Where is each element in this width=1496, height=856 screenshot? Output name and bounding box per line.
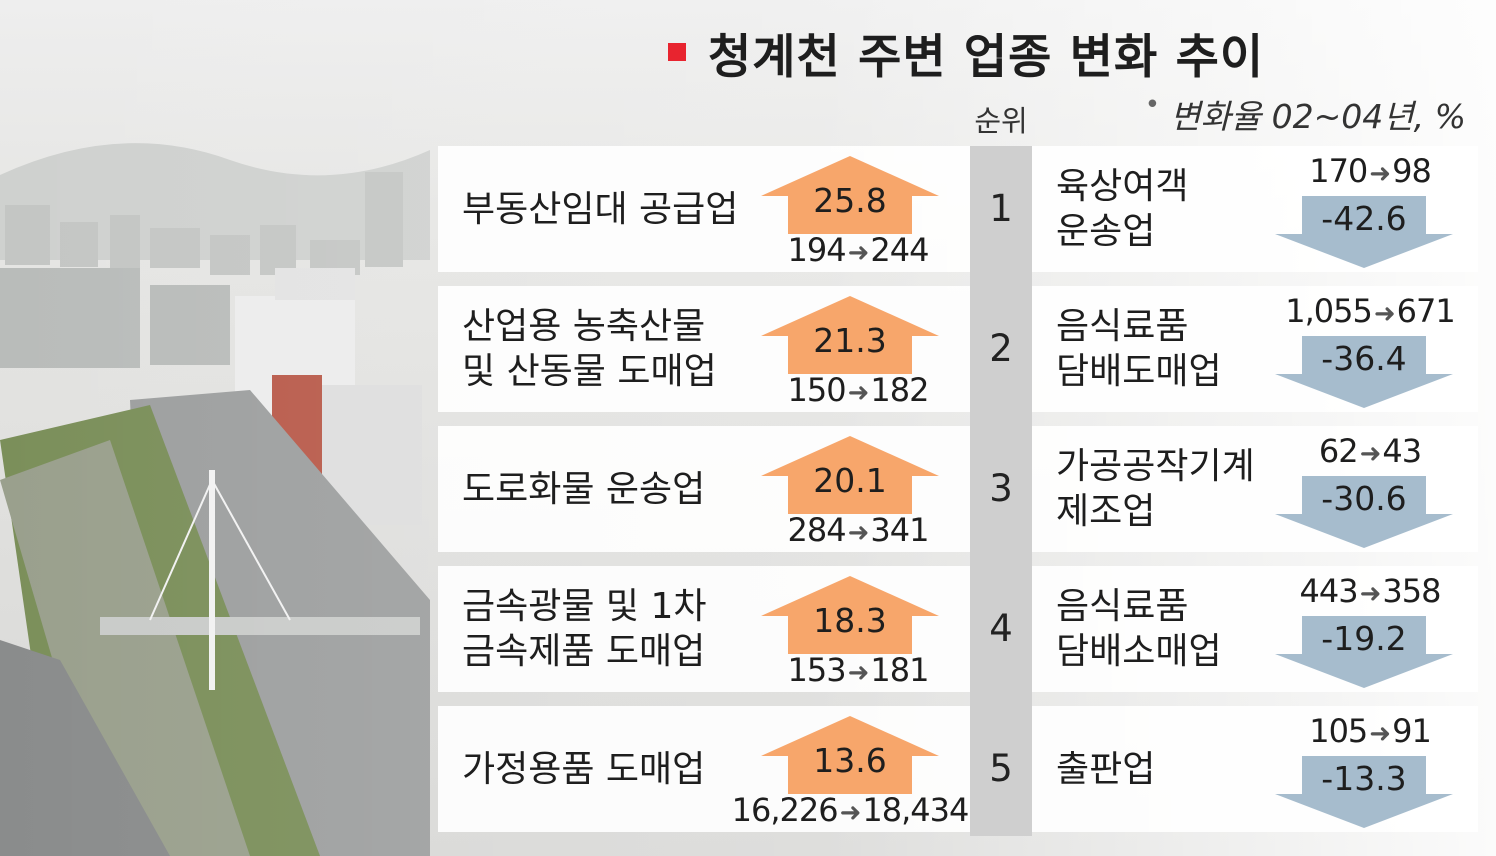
right-arrow-icon: ➜ — [1369, 719, 1391, 749]
increase-arrow-icon — [761, 436, 939, 514]
increase-after-value: 244 — [870, 231, 929, 269]
decrease-after-value: 358 — [1382, 572, 1441, 610]
right-arrow-icon: ➜ — [1373, 299, 1396, 329]
chart-subtitle: • 변화율 02~04년, % — [1145, 90, 1466, 138]
right-arrow-icon: ➜ — [847, 238, 870, 268]
increase-industry-label: 가정용품 도매업 — [462, 748, 706, 790]
decrease-before-value: 443 — [1299, 572, 1359, 610]
right-arrow-icon: ➜ — [847, 658, 870, 688]
decrease-before-value: 170 — [1309, 152, 1368, 190]
decrease-arrow-icon — [1275, 616, 1453, 688]
decrease-industry-label: 담배소매업 — [1056, 631, 1222, 672]
rank-number: 5 — [989, 747, 1013, 790]
increase-before-value: 16,226 — [731, 791, 839, 829]
decrease-change-value: -36.4 — [1321, 339, 1406, 378]
increase-before-value: 284 — [787, 511, 847, 549]
rank-number: 2 — [989, 327, 1013, 370]
right-arrow-icon: ➜ — [847, 378, 870, 408]
right-arrow-icon: ➜ — [1369, 159, 1391, 189]
increase-flow-2: 150➜182 — [738, 371, 978, 409]
right-arrow-icon: ➜ — [839, 798, 862, 828]
increase-industry-label: 부동산임대 공급업 — [462, 188, 739, 230]
increase-after-value: 18,434 — [862, 791, 969, 829]
decrease-after-value: 98 — [1392, 152, 1432, 190]
decrease-industry-label: 육상여객 — [1056, 166, 1189, 207]
decrease-change-value: -13.3 — [1321, 759, 1406, 798]
decrease-industry-label: 제조업 — [1056, 491, 1156, 532]
decrease-industry-label: 담배도매업 — [1056, 351, 1222, 392]
rank-column — [970, 146, 1032, 836]
decrease-arrow-icon — [1275, 336, 1453, 408]
decrease-flow-4: 443➜358 — [1250, 572, 1490, 610]
decrease-arrow-icon — [1275, 756, 1453, 828]
decrease-flow-2: 1,055➜671 — [1250, 292, 1490, 330]
increase-after-value: 182 — [870, 371, 929, 409]
increase-flow-4: 153➜181 — [738, 651, 978, 689]
rank-header: 순위 — [974, 104, 1028, 138]
increase-change-value: 13.6 — [813, 741, 886, 780]
right-arrow-icon: ➜ — [1359, 579, 1382, 609]
decrease-flow-1: 170➜98 — [1250, 152, 1490, 190]
increase-before-value: 150 — [787, 371, 847, 409]
increase-change-value: 18.3 — [813, 601, 886, 640]
increase-industry-label: 산업용 농축산물 — [462, 306, 706, 347]
decrease-arrow-icon — [1275, 476, 1453, 548]
decrease-before-value: 1,055 — [1285, 292, 1373, 330]
chart-subtitle-text: 변화율 02~04년, % — [1170, 97, 1466, 136]
decrease-after-value: 91 — [1392, 712, 1432, 750]
rank-number: 4 — [989, 607, 1013, 650]
increase-after-value: 341 — [870, 511, 929, 549]
rank-number: 1 — [989, 187, 1013, 230]
right-arrow-icon: ➜ — [847, 518, 870, 548]
increase-flow-5: 16,226➜18,434 — [730, 791, 970, 829]
increase-arrow-icon — [761, 576, 939, 654]
title-marker-square — [668, 43, 686, 61]
decrease-change-value: -42.6 — [1321, 199, 1406, 238]
increase-after-value: 181 — [870, 651, 929, 689]
decrease-after-value: 43 — [1382, 432, 1422, 470]
increase-change-value: 21.3 — [813, 321, 886, 360]
rank-number: 3 — [989, 467, 1013, 510]
increase-industry-label: 금속광물 및 1차 — [462, 586, 707, 627]
decrease-industry-label: 음식료품 — [1056, 586, 1189, 627]
decrease-flow-3: 62➜43 — [1250, 432, 1490, 470]
increase-before-value: 194 — [787, 231, 847, 269]
chart-title-text: 청계천 주변 업종 변화 추이 — [708, 29, 1265, 85]
chart-title: 청계천 주변 업종 변화 추이 — [668, 22, 1264, 85]
decrease-industry-label: 운송업 — [1056, 211, 1156, 252]
increase-flow-1: 194➜244 — [738, 231, 978, 269]
increase-industry-label: 금속제품 도매업 — [462, 631, 706, 672]
decrease-industry-label: 출판업 — [1056, 748, 1156, 790]
decrease-before-value: 62 — [1318, 432, 1359, 470]
increase-before-value: 153 — [787, 651, 847, 689]
decrease-arrow-icon — [1275, 196, 1453, 268]
decrease-flow-5: 105➜91 — [1250, 712, 1490, 750]
increase-change-value: 20.1 — [813, 461, 886, 500]
increase-industry-label: 및 산동물 도매업 — [462, 351, 717, 392]
decrease-change-value: -19.2 — [1321, 619, 1406, 658]
increase-arrow-icon — [761, 716, 939, 794]
decrease-before-value: 105 — [1309, 712, 1368, 750]
increase-arrow-icon — [761, 156, 939, 234]
decrease-industry-label: 가공공작기계 — [1056, 446, 1255, 487]
increase-change-value: 25.8 — [813, 181, 886, 220]
increase-flow-3: 284➜341 — [738, 511, 978, 549]
bullet-dot-icon: • — [1144, 90, 1161, 120]
decrease-change-value: -30.6 — [1321, 479, 1406, 518]
decrease-industry-label: 음식료품 — [1056, 306, 1189, 347]
right-arrow-icon: ➜ — [1359, 439, 1382, 469]
decrease-after-value: 671 — [1396, 292, 1456, 330]
increase-industry-label: 도로화물 운송업 — [462, 468, 706, 510]
increase-arrow-icon — [761, 296, 939, 374]
